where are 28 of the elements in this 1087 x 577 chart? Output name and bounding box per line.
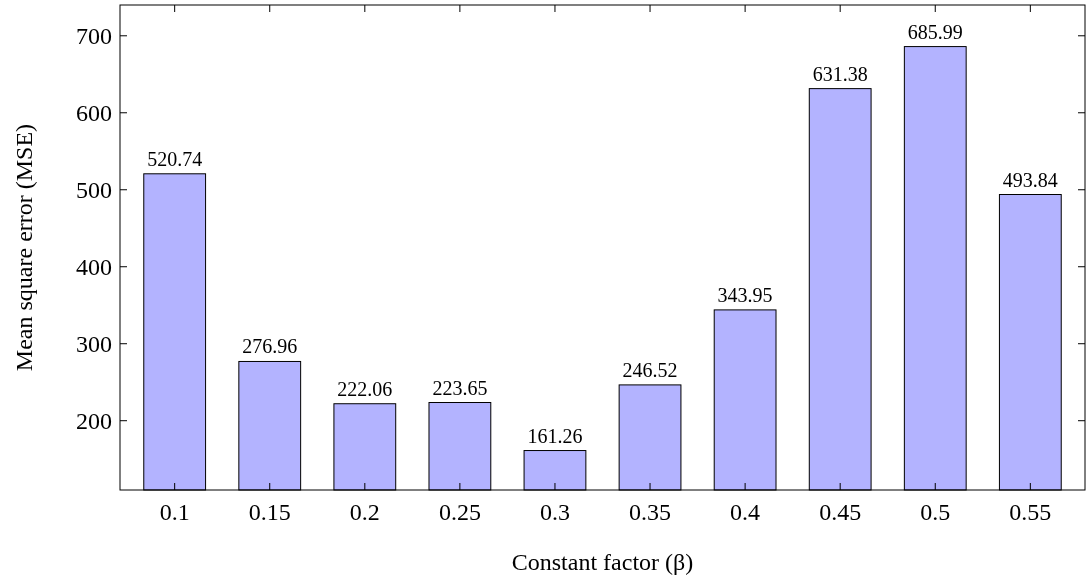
x-tick-label: 0.3 (539, 499, 570, 525)
x-tick-label: 0.35 (629, 499, 672, 525)
data-label: 276.96 (242, 335, 298, 358)
y-tick-label: 200 (76, 408, 112, 435)
x-tick-label: 0.1 (159, 499, 190, 525)
data-label: 343.95 (717, 283, 773, 306)
x-axis-title: Constant factor (β) (511, 549, 694, 575)
x-tick-label: 0.15 (248, 499, 291, 525)
data-label: 493.84 (1002, 168, 1058, 191)
data-label: 222.06 (337, 377, 393, 400)
y-tick-label: 300 (76, 331, 112, 358)
y-tick-label: 700 (76, 23, 112, 50)
y-tick-label: 400 (76, 254, 112, 281)
x-tick-label: 0.25 (438, 499, 481, 525)
data-label: 161.26 (527, 424, 583, 447)
y-axis-title: Mean square error (MSE) (11, 123, 37, 372)
data-label: 631.38 (812, 62, 868, 85)
x-tick-label: 0.5 (920, 499, 951, 525)
data-label: 520.74 (147, 147, 203, 170)
y-tick-label: 500 (76, 177, 112, 204)
y-tick-label: 600 (76, 100, 112, 127)
x-tick-label: 0.4 (730, 499, 761, 525)
x-tick-label: 0.2 (349, 499, 380, 525)
data-label: 246.52 (622, 358, 678, 381)
x-tick-label: 0.45 (819, 499, 862, 525)
data-label: 685.99 (907, 20, 963, 43)
x-tick-label: 0.55 (1009, 499, 1052, 525)
data-label: 223.65 (432, 376, 488, 399)
